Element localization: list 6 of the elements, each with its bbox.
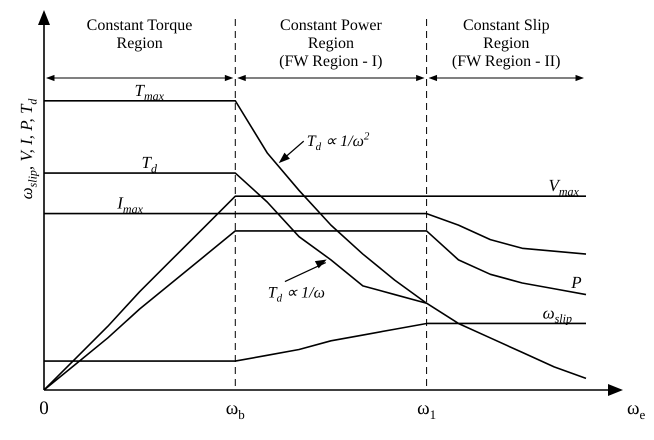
x-tick-label: 0 — [39, 398, 49, 419]
y-axis-title: ωslip, V, I, P, Td — [17, 98, 40, 200]
text: Constant Torque Region — [86, 17, 192, 52]
text: Constant Power Region (FW Region - I) — [279, 17, 382, 70]
series-label: P — [570, 272, 582, 292]
text: Constant Slip Region (FW Region - II) — [452, 17, 560, 70]
